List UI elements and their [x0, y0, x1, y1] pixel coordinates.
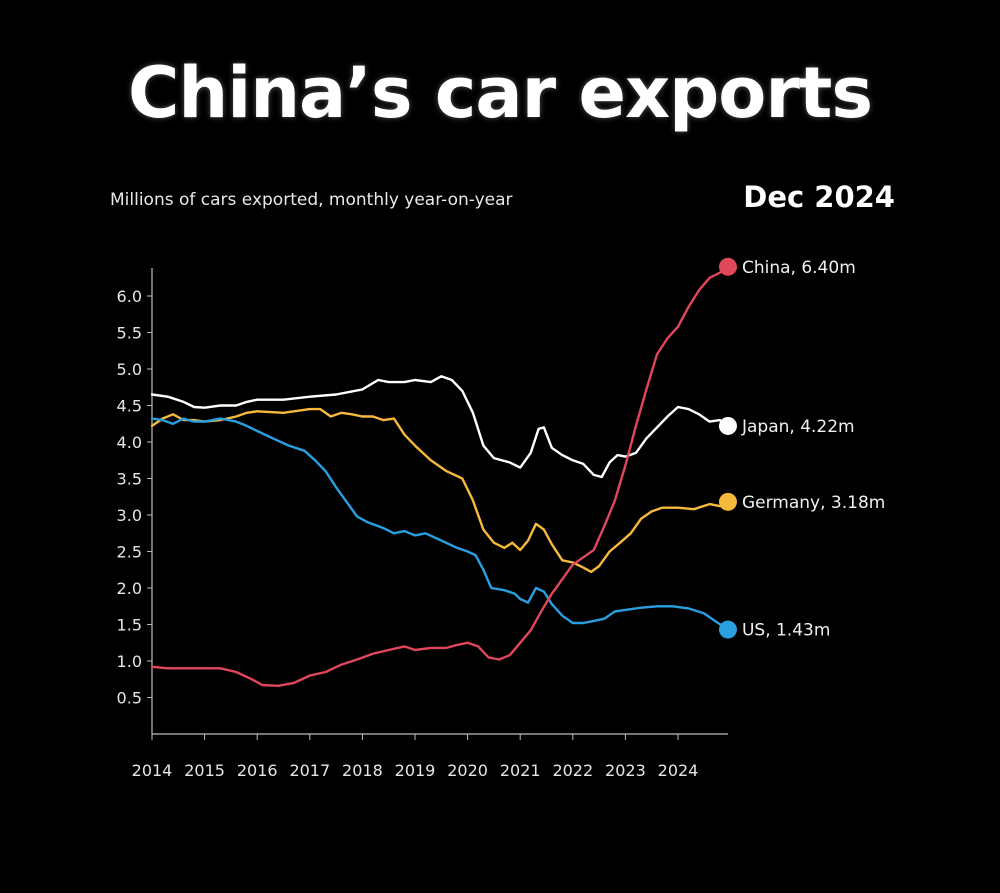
- chart-title: China’s car exports: [128, 52, 873, 134]
- series-end-marker-china: [718, 257, 737, 276]
- x-tick-label: 2019: [395, 761, 436, 780]
- series-end-marker-japan: [718, 416, 737, 435]
- y-tick-label: 5.0: [117, 360, 142, 379]
- x-tick-label: 2023: [605, 761, 646, 780]
- x-tick-label: 2017: [289, 761, 330, 780]
- x-tick-label: 2020: [447, 761, 488, 780]
- x-tick-label: 2021: [500, 761, 541, 780]
- y-tick-label: 3.5: [117, 470, 142, 489]
- chart-series-lines: [150, 265, 730, 687]
- series-line-japan: [150, 375, 730, 479]
- series-end-label-japan: Japan, 4.22m: [741, 417, 855, 437]
- x-tick-label: 2015: [184, 761, 225, 780]
- series-end-marker-us: [718, 620, 737, 639]
- x-tick-label: 2022: [552, 761, 593, 780]
- series-end-label-china: China, 6.40m: [742, 258, 856, 278]
- y-tick-label: 2.5: [117, 543, 142, 562]
- y-tick-label: 2.0: [117, 579, 142, 598]
- y-tick-label: 4.0: [117, 433, 142, 452]
- y-tick-label: 5.5: [117, 324, 142, 343]
- x-tick-label: 2016: [237, 761, 278, 780]
- series-end-marker-germany: [718, 492, 737, 511]
- chart-series-markers: Japan, 4.22m Germany, 3.18m US, 1.43m China…: [718, 257, 885, 641]
- series-line-china: [150, 265, 730, 687]
- x-tick-label: 2014: [132, 761, 173, 780]
- series-line-us: [150, 417, 730, 631]
- x-tick-label: 2024: [658, 761, 699, 780]
- series-line-germany: [150, 407, 730, 574]
- y-tick-label: 0.5: [117, 689, 142, 708]
- x-tick-label: 2018: [342, 761, 383, 780]
- y-tick-label: 3.0: [117, 506, 142, 525]
- series-end-label-us: US, 1.43m: [742, 621, 830, 641]
- y-tick-label: 1.5: [117, 616, 142, 635]
- date-label: Dec 2024: [743, 180, 895, 214]
- series-end-label-germany: Germany, 3.18m: [742, 493, 885, 513]
- chart-axes: 0.5 1.0 1.5 2.0 2.5 3.0 3.5 4.0 4.5 5.0 5.5 6.0 2014…: [117, 268, 728, 780]
- y-tick-label: 4.5: [117, 397, 142, 416]
- y-tick-label: 6.0: [117, 287, 142, 306]
- y-tick-label: 1.0: [117, 652, 142, 671]
- chart-subtitle: Millions of cars exported, monthly year-…: [110, 190, 513, 210]
